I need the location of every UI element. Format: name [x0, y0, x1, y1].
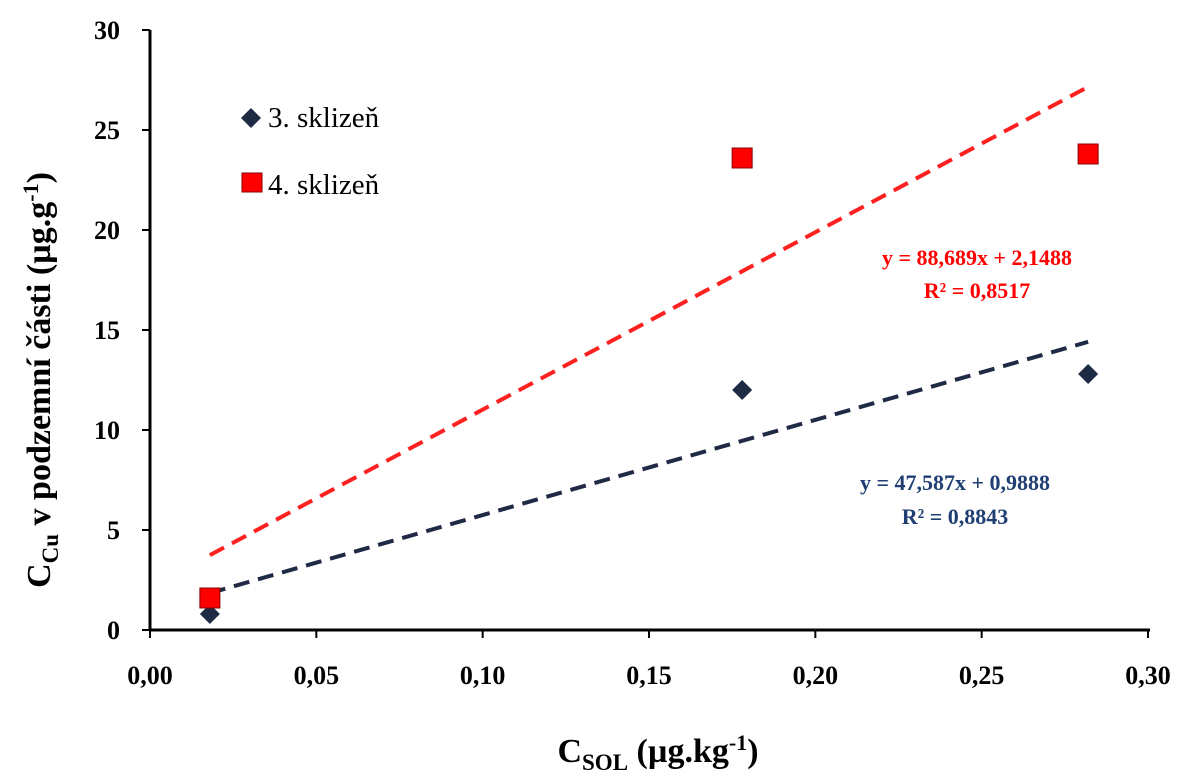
y-tick-label: 20 — [94, 216, 120, 245]
y-tick-label: 0 — [107, 616, 120, 645]
legend-label-3-sklizen: 3. sklizeň — [268, 102, 380, 134]
plot-area — [199, 85, 1099, 624]
y-axis-title: CCu v podzemní části (µg.g-1) — [18, 172, 63, 588]
y-tick-label: 15 — [94, 316, 120, 345]
y-tick-label: 10 — [94, 416, 120, 445]
legend-item-4-sklizen: 4. sklizeň — [241, 169, 380, 201]
x-tick-label: 0,15 — [626, 661, 672, 690]
data-point-3-sklizen — [732, 380, 753, 400]
x-tick-label: 0,30 — [1125, 661, 1171, 690]
trend-equation-4-sklizen: y = 88,689x + 2,1488 — [882, 245, 1072, 270]
x-axis-title: CSOL (µg.kg-1) — [557, 730, 758, 775]
tick-labels: 0,00 0,05 0,10 0,15 0,20 0,25 0,30 0 5 10 15 20 25 30 — [94, 16, 1171, 690]
data-point-4-sklizen — [731, 147, 753, 169]
y-tick-label: 30 — [94, 16, 120, 45]
trendline-3-sklizen — [209, 339, 1089, 596]
x-tick-label: 0,10 — [460, 661, 506, 690]
data-point-4-sklizen — [1077, 143, 1099, 165]
trend-r2-3-sklizen: R² = 0,8843 — [902, 504, 1009, 529]
x-tick-label: 0,25 — [959, 661, 1005, 690]
data-point-3-sklizen — [199, 604, 220, 624]
y-tick-label: 5 — [107, 516, 120, 545]
legend-diamond-marker — [241, 108, 261, 128]
data-point-4-sklizen — [199, 587, 221, 609]
x-tick-label: 0,05 — [294, 661, 340, 690]
trend-equation-3-sklizen: y = 47,587x + 0,9888 — [860, 470, 1050, 495]
data-point-3-sklizen — [1078, 364, 1099, 384]
legend-square-marker — [241, 172, 263, 193]
equation-series-3: y = 47,587x + 0,9888 R² = 0,8843 — [860, 470, 1050, 529]
trendline-4-sklizen — [208, 85, 1090, 557]
y-tick-label: 25 — [94, 116, 120, 145]
trend-r2-4-sklizen: R² = 0,8517 — [924, 278, 1031, 303]
legend-label-4-sklizen: 4. sklizeň — [268, 169, 380, 201]
x-tick-label: 0,20 — [793, 661, 839, 690]
legend-item-3-sklizen: 3. sklizeň — [241, 102, 380, 134]
x-tick-label: 0,00 — [127, 661, 173, 690]
legend: 3. sklizeň 4. sklizeň — [241, 102, 380, 201]
equation-series-4: y = 88,689x + 2,1488 R² = 0,8517 — [882, 245, 1072, 303]
